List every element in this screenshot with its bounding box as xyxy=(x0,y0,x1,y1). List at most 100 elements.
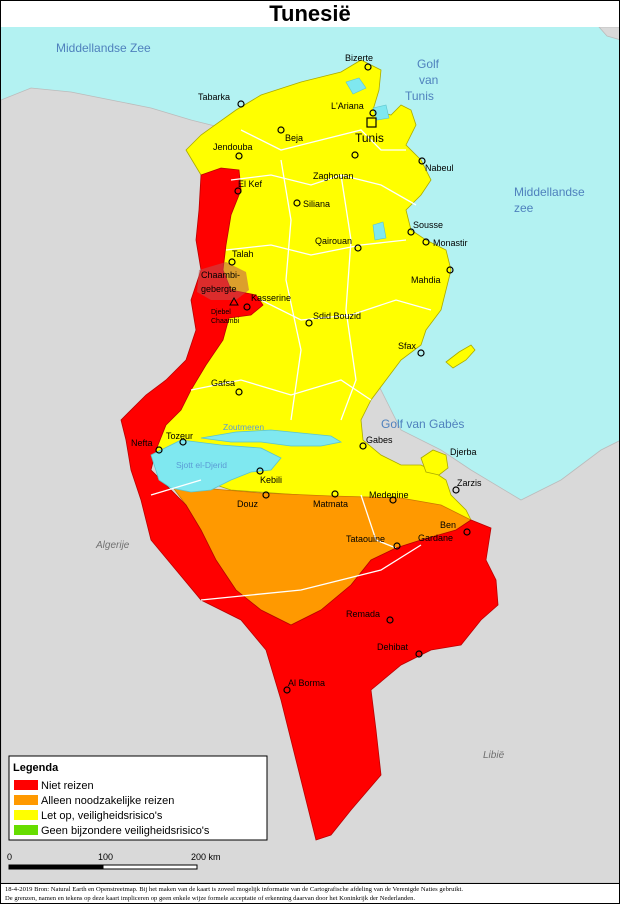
city-label: Sousse xyxy=(413,220,443,230)
city-label: Al Borma xyxy=(288,678,325,688)
border-5 xyxy=(190,379,372,401)
scale-bar: 0 100 200 km xyxy=(7,852,221,870)
map-title: Tunesië xyxy=(269,1,351,26)
title-bar: Tunesië xyxy=(0,0,620,28)
scale-segment-black xyxy=(9,865,103,869)
map-svg: Middellandse Zee Golf van Tunis Middella… xyxy=(1,27,619,883)
city-marker xyxy=(417,349,425,357)
city-marker xyxy=(283,686,291,694)
city-marker xyxy=(228,258,236,266)
legend-label-yellow: Let op, veiligheidsrisico's xyxy=(41,810,163,822)
legend-label-red: Niet reizen xyxy=(41,780,94,792)
city-label: L'Ariana xyxy=(331,101,364,111)
city-label: El Kef xyxy=(238,179,263,189)
city-label: Tataouine xyxy=(346,534,385,544)
scale-outline xyxy=(8,864,198,870)
city-label: Zaghouan xyxy=(313,171,354,181)
lake-kelbia xyxy=(372,221,387,241)
city-label: Tabarka xyxy=(198,92,230,102)
city-label: Remada xyxy=(346,609,380,619)
city-marker xyxy=(446,266,454,274)
land-italy-corner xyxy=(598,27,619,40)
legend: Legenda Niet reizen Alleen noodzakelijke… xyxy=(8,755,268,841)
city-marker xyxy=(179,438,187,446)
label-gulf-tunis-1: Golf xyxy=(417,57,440,71)
cities: Bizerte Tabarka L'Ariana Beja Tunis Jend… xyxy=(131,53,482,694)
border-8 xyxy=(150,479,202,496)
city-label: Talah xyxy=(232,249,254,259)
city-label: Medenine xyxy=(369,490,409,500)
city-marker xyxy=(256,467,264,475)
city-marker xyxy=(452,486,460,494)
city-label: Djerba xyxy=(450,447,477,457)
zone-red-west xyxy=(120,167,499,841)
city-label: Kebili xyxy=(260,475,282,485)
peak-triangle-icon xyxy=(229,296,239,306)
city-marker xyxy=(331,490,339,498)
lake-sjott xyxy=(150,439,282,493)
city-marker xyxy=(386,616,394,624)
border-9 xyxy=(200,544,422,601)
city-marker xyxy=(393,542,401,550)
governorate-borders xyxy=(150,129,432,601)
scale-tick-200: 200 km xyxy=(191,852,221,862)
city-marker xyxy=(293,199,301,207)
footer: 18-4-2019 Bron: Natural Earth en Openstr… xyxy=(0,883,620,904)
city-label: Gabes xyxy=(366,435,393,445)
city-label: Siliana xyxy=(303,199,330,209)
city-label: Qairouan xyxy=(315,236,352,246)
label-peak-2: Chaambi xyxy=(211,318,239,325)
footer-line-2: De grenzen, namen en tekens op deze kaar… xyxy=(5,895,416,902)
mountain-area xyxy=(197,262,249,300)
label-mediterranean-e-1: Middellandse xyxy=(514,185,585,199)
city-label: Dehibat xyxy=(377,642,409,652)
legend-label-orange: Alleen noodzakelijke reizen xyxy=(41,795,174,807)
zone-yellow-djerba xyxy=(420,449,449,476)
city-marker xyxy=(369,109,377,117)
city-marker xyxy=(237,100,245,108)
scale-segment-white xyxy=(102,864,198,870)
city-marker xyxy=(463,528,471,536)
legend-title: Legenda xyxy=(13,762,59,774)
label-gulf-tunis-2: van xyxy=(419,73,438,87)
label-libya: Libië xyxy=(483,750,505,761)
city-marker xyxy=(359,442,367,450)
city-marker xyxy=(305,319,313,327)
city-label: Gafsa xyxy=(211,378,235,388)
border-4 xyxy=(260,299,432,321)
label-gulf-tunis-3: Tunis xyxy=(405,89,434,103)
legend-swatch-orange xyxy=(14,795,38,805)
capital-marker xyxy=(366,117,377,128)
city-label: Ben xyxy=(440,520,456,530)
city-marker xyxy=(155,446,163,454)
border-7 xyxy=(340,174,357,421)
city-label: Kasserine xyxy=(251,293,291,303)
map-area: Middellandse Zee Golf van Tunis Middella… xyxy=(0,27,620,883)
border-3 xyxy=(225,239,407,256)
border-10 xyxy=(360,494,397,549)
city-marker xyxy=(243,303,251,311)
lake-bizerte xyxy=(345,77,367,95)
city-marker xyxy=(354,244,362,252)
label-sjott: Sjott el-Djerid xyxy=(176,460,227,470)
city-label: Nefta xyxy=(131,438,153,448)
legend-swatch-green xyxy=(14,825,38,835)
city-marker xyxy=(407,228,415,236)
city-marker xyxy=(364,63,372,71)
label-mediterranean-nw: Middellandse Zee xyxy=(56,41,151,55)
city-marker xyxy=(235,152,243,160)
city-label: Bizerte xyxy=(345,53,373,63)
label-algeria: Algerije xyxy=(95,540,130,551)
border-1 xyxy=(240,129,406,151)
city-label-capital: Tunis xyxy=(355,131,384,145)
label-mediterranean-e-2: zee xyxy=(514,201,534,215)
lake-zoutmeren xyxy=(200,429,343,447)
legend-swatch-red xyxy=(14,780,38,790)
city-label: Monastir xyxy=(433,238,468,248)
city-label: Sfax xyxy=(398,341,417,351)
scale-tick-0: 0 xyxy=(7,852,12,862)
city-label: Jendouba xyxy=(213,142,253,152)
city-marker xyxy=(351,151,359,159)
city-label: Zarzis xyxy=(457,478,482,488)
city-marker xyxy=(277,126,285,134)
